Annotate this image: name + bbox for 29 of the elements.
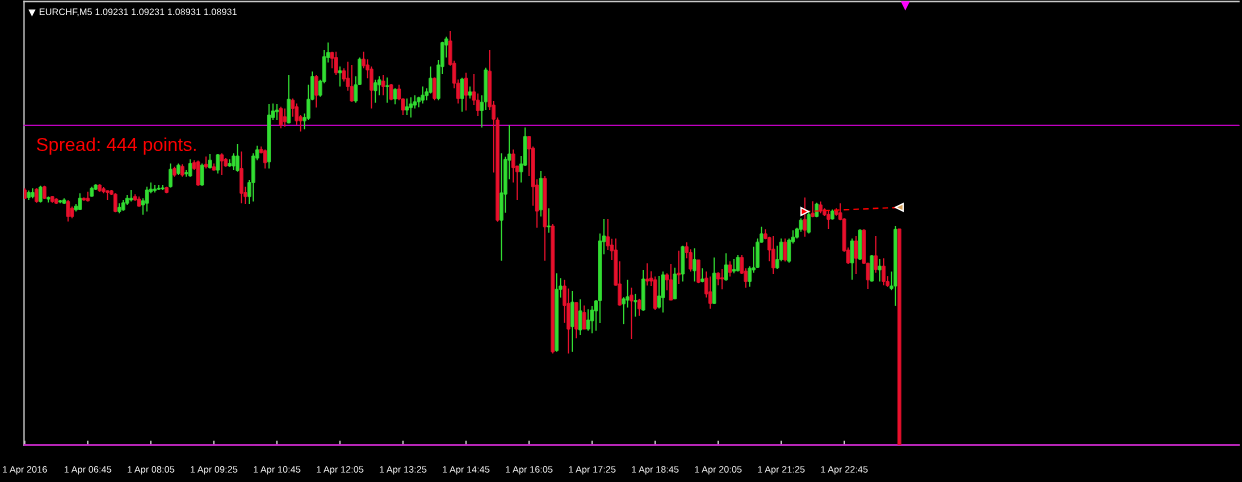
- x-tick-label: 1 Apr 18:45: [632, 466, 679, 475]
- candlestick: [629, 287, 634, 340]
- candlestick: [239, 150, 244, 204]
- x-tick-label: 1 Apr 14:45: [442, 466, 490, 475]
- x-tick-label: 1 Apr 21:25: [758, 466, 805, 475]
- x-tick-label: 1 Apr 22:45: [821, 466, 868, 475]
- x-tick-label: 1 Apr 08:05: [127, 466, 175, 475]
- annotation: Spread: 444 points.: [36, 137, 196, 155]
- candlestick: [897, 228, 902, 445]
- x-tick-label: 1 Apr 17:25: [569, 466, 616, 475]
- x-tick-label: 1 Apr 09:25: [190, 466, 238, 475]
- x-tick-label: 1 Apr 20:05: [695, 466, 742, 475]
- candlestick: [219, 152, 224, 176]
- candlestick: [168, 162, 173, 189]
- candlestick: [676, 250, 681, 285]
- x-tick-label: 1 Apr 12:05: [316, 466, 364, 475]
- candlestick: [381, 74, 386, 96]
- x-tick-label: 1 Apr 13:25: [379, 466, 427, 475]
- x-tick-label: 1 Apr 16:05: [505, 466, 553, 475]
- x-tick-label: 1 Apr 2016: [2, 466, 47, 475]
- x-tick-label: 1 Apr 06:45: [64, 466, 112, 475]
- candlestick: [499, 152, 504, 262]
- candlestick: [546, 207, 551, 234]
- candlestick: [235, 143, 240, 173]
- candlestick: [755, 237, 760, 269]
- candlestick: [696, 259, 701, 284]
- chart-title: EURCHF,M5 1.09231 1.09231 1.08931 1.08931: [39, 8, 237, 17]
- candlestick: [373, 79, 378, 104]
- x-tick-label: 1 Apr 10:45: [253, 466, 301, 475]
